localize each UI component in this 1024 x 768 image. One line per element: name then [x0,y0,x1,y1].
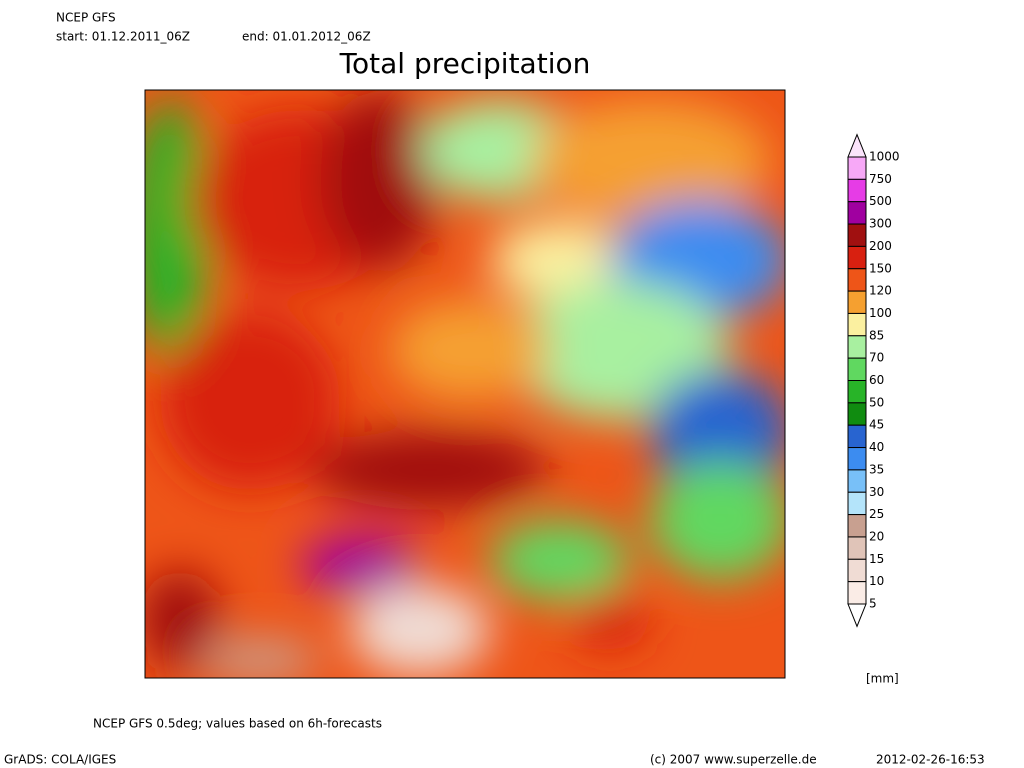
colorbar-label: 10 [869,574,884,588]
colorbar-box [847,357,867,381]
colorbar: 1000 750 500 300 200 150 120 100 85 70 60 50 45 40 35 3… [847,133,900,628]
colorbar-label: 50 [869,395,884,409]
copyright: (c) 2007 www.superzelle.de [650,753,817,767]
unit-label: [mm] [866,672,899,686]
colorbar-box [847,268,867,292]
colorbar-label: 30 [869,485,884,499]
colorbar-label: 35 [869,462,884,476]
colorbar-box [847,223,867,247]
colorbar-box [847,201,867,225]
colorbar-box [847,581,867,605]
colorbar-label: 500 [869,194,892,208]
colorbar-label: 45 [869,418,884,432]
colorbar-label: 1000 [869,150,900,164]
model-label: NCEP GFS [56,11,116,25]
colorbar-box [847,290,867,314]
colorbar-label: 15 [869,552,884,566]
start-label: start: 01.12.2011_06Z [56,30,190,44]
colorbar-box [847,156,867,180]
colorbar-label: 750 [869,172,892,186]
colorbar-label: 200 [869,239,892,253]
colorbar-box [847,178,867,203]
colorbar-box [847,491,867,516]
end-label: end: 01.01.2012_06Z [242,30,371,44]
colorbar-box [847,469,867,493]
colorbar-label: 20 [869,529,884,543]
colorbar-box [847,312,867,337]
colorbar-box [847,558,867,583]
colorbar-label: 40 [869,440,884,454]
colorbar-label: 60 [869,373,884,387]
colorbar-label: 70 [869,351,884,365]
colorbar-label: 85 [869,328,884,342]
map-frame [144,89,786,679]
colorbar-label: 300 [869,217,892,231]
colorbar-label: 100 [869,306,892,320]
colorbar-label: 150 [869,261,892,275]
colorbar-label: 5 [869,597,877,611]
timestamp: 2012-02-26-16:53 [876,753,985,767]
colorbar-box [847,380,867,404]
colorbar-box [847,335,867,359]
colorbar-box [847,536,867,560]
colorbar-box [847,424,867,449]
colorbar-label: 120 [869,284,892,298]
map-title: Total precipitation [339,47,591,80]
colorbar-box [847,245,867,270]
colorbar-box [847,514,867,538]
footnote: NCEP GFS 0.5deg; values based on 6h-fore… [93,717,382,731]
colorbar-box [847,402,867,426]
colorbar-cap [847,603,867,628]
colorbar-box [847,447,867,471]
precipitation-map [145,90,785,678]
software-credit: GrADS: COLA/IGES [4,753,116,767]
colorbar-label: 25 [869,507,884,521]
colorbar-cap [847,133,867,158]
